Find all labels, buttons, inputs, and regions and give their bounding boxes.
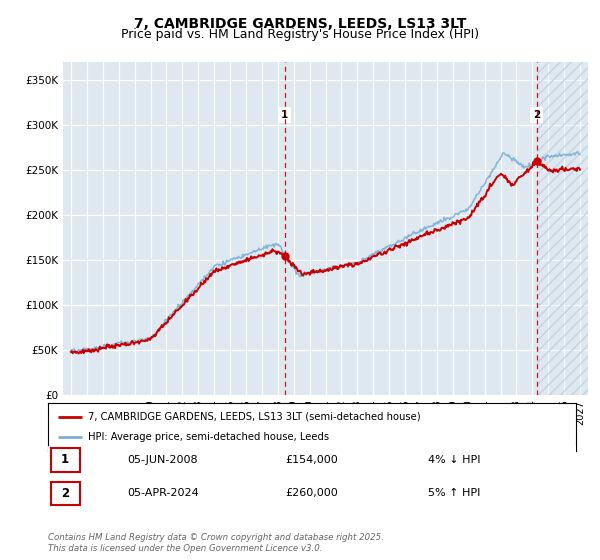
Text: 5% ↑ HPI: 5% ↑ HPI xyxy=(428,488,481,498)
Text: 2: 2 xyxy=(61,487,69,500)
Text: 4% ↓ HPI: 4% ↓ HPI xyxy=(428,455,481,465)
Text: Contains HM Land Registry data © Crown copyright and database right 2025.
This d: Contains HM Land Registry data © Crown c… xyxy=(48,533,384,553)
Text: Price paid vs. HM Land Registry's House Price Index (HPI): Price paid vs. HM Land Registry's House … xyxy=(121,28,479,41)
FancyBboxPatch shape xyxy=(50,482,80,506)
Text: 05-JUN-2008: 05-JUN-2008 xyxy=(127,455,198,465)
Bar xyxy=(536,62,588,395)
Text: 1: 1 xyxy=(61,453,69,466)
FancyBboxPatch shape xyxy=(50,448,80,472)
Text: 7, CAMBRIDGE GARDENS, LEEDS, LS13 3LT: 7, CAMBRIDGE GARDENS, LEEDS, LS13 3LT xyxy=(134,17,466,31)
Text: 05-APR-2024: 05-APR-2024 xyxy=(127,488,199,498)
Text: £154,000: £154,000 xyxy=(286,455,338,465)
Bar xyxy=(536,62,588,395)
Text: 7, CAMBRIDGE GARDENS, LEEDS, LS13 3LT (semi-detached house): 7, CAMBRIDGE GARDENS, LEEDS, LS13 3LT (s… xyxy=(88,412,420,422)
Text: 2: 2 xyxy=(533,110,540,120)
Text: HPI: Average price, semi-detached house, Leeds: HPI: Average price, semi-detached house,… xyxy=(88,432,329,442)
Text: £260,000: £260,000 xyxy=(286,488,338,498)
Text: 1: 1 xyxy=(281,110,289,120)
